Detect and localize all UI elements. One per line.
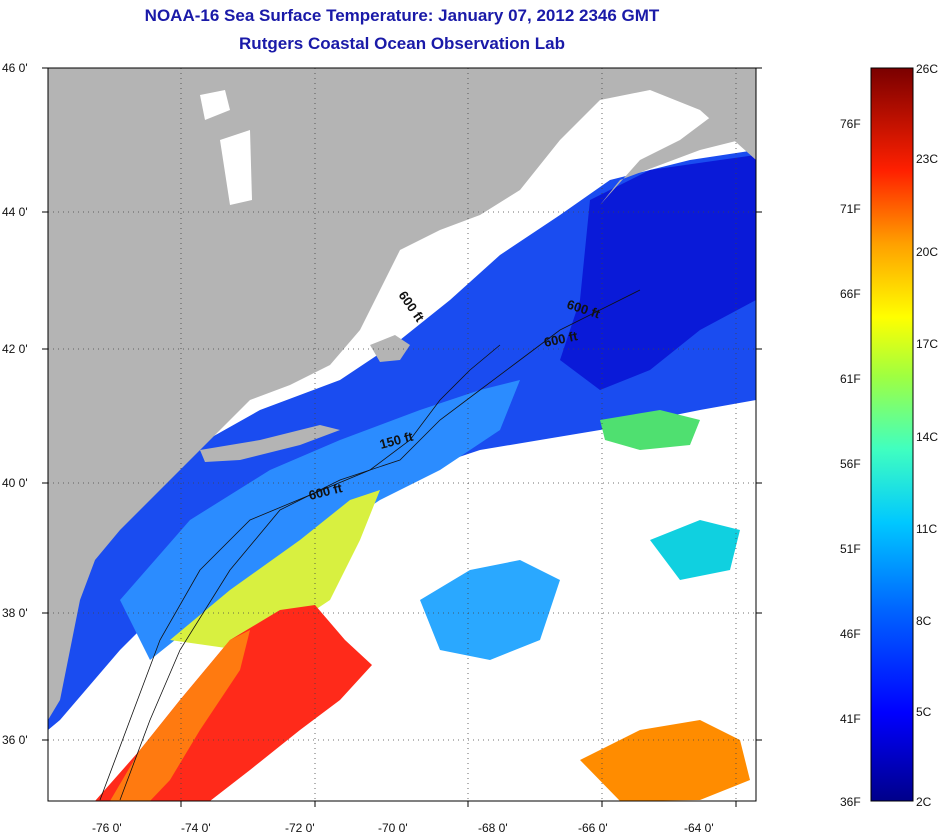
cape-cod-land <box>370 335 410 362</box>
gulf-stream-edge <box>110 630 250 801</box>
lat-tick-label: 40 0' <box>2 476 28 490</box>
map-title: NOAA-16 Sea Surface Temperature: January… <box>144 6 660 25</box>
bathymetry-contours <box>99 289 641 801</box>
lat-tick-label: 42 0' <box>2 342 28 356</box>
colorbar-c-label: 5C <box>916 705 932 719</box>
colorbar-c-label: 20C <box>916 245 938 259</box>
colorbar-f-label: 71F <box>840 202 861 216</box>
colorbar-c-label: 17C <box>916 337 938 351</box>
long-island-land <box>200 425 340 462</box>
lat-tick-label: 44 0' <box>2 205 28 219</box>
offshore-patch-3 <box>580 720 750 801</box>
lat-tick-label: 36 0' <box>2 733 28 747</box>
north-america-land <box>48 68 756 720</box>
colorbar-c-label: 8C <box>916 614 932 628</box>
grid-lines <box>48 68 756 801</box>
colorbar-f-label: 41F <box>840 712 861 726</box>
cool-band <box>120 380 520 660</box>
colorbar-c-label: 26C <box>916 62 938 76</box>
lat-tick-label: 46 0' <box>2 61 28 75</box>
offshore-patch-2 <box>420 560 560 660</box>
lon-axis <box>180 801 737 807</box>
map-panel <box>48 68 756 801</box>
colorbar-f-label: 76F <box>840 117 861 131</box>
lon-tick-label: -66 0' <box>578 821 608 835</box>
colorbar-c-label: 2C <box>916 795 932 809</box>
colorbar-f-label: 36F <box>840 795 861 809</box>
lon-tick-label: -72 0' <box>285 821 315 835</box>
lon-tick-label: -70 0' <box>378 821 408 835</box>
colorbar-f-label: 61F <box>840 372 861 386</box>
colorbar-c-label: 14C <box>916 430 938 444</box>
colorbar-f-label: 56F <box>840 457 861 471</box>
temperature-colorbar <box>870 67 914 802</box>
lat-axis <box>42 67 762 741</box>
contour-label: 600 ft <box>543 328 580 350</box>
colorbar-f-label: 51F <box>840 542 861 556</box>
map-subtitle: Rutgers Coastal Ocean Observation Lab <box>239 34 565 53</box>
colorbar-c-label: 11C <box>916 522 937 536</box>
lon-tick-label: -64 0' <box>684 821 714 835</box>
map-frame <box>47 67 757 802</box>
nova-scotia-land <box>600 95 756 205</box>
colorbar-f-label: 46F <box>840 627 861 641</box>
deep-blue-patch <box>560 155 756 390</box>
colorbar-c-label: 23C <box>916 152 938 166</box>
offshore-patch-1 <box>600 410 700 450</box>
lon-tick-label: -74 0' <box>181 821 211 835</box>
lat-tick-label: 38 0' <box>2 606 28 620</box>
inland-cloud <box>200 90 252 205</box>
lon-tick-label: -68 0' <box>478 821 508 835</box>
warm-band <box>170 490 380 650</box>
lon-tick-label: -76 0' <box>92 821 122 835</box>
colorbar-f-label: 66F <box>840 287 861 301</box>
offshore-patch-4 <box>650 520 740 580</box>
